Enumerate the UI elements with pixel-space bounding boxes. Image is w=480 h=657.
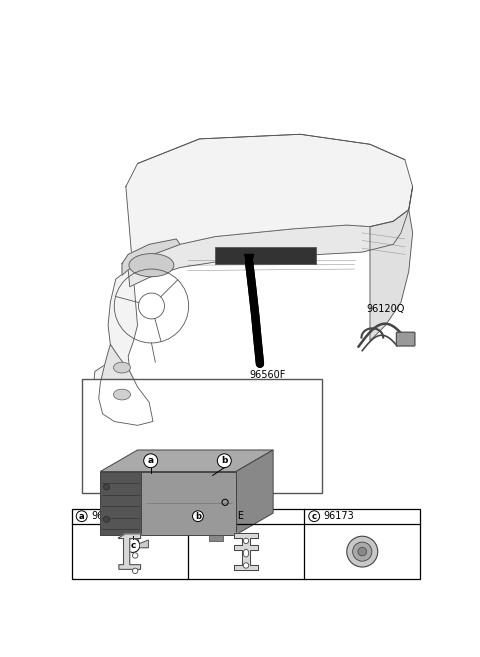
Text: 96155D: 96155D: [91, 511, 130, 521]
Circle shape: [132, 553, 138, 558]
Ellipse shape: [113, 362, 131, 373]
Circle shape: [347, 536, 378, 567]
Polygon shape: [234, 533, 258, 570]
Polygon shape: [128, 187, 413, 286]
Text: 96120Q: 96120Q: [366, 304, 405, 315]
Ellipse shape: [129, 254, 174, 277]
Polygon shape: [93, 134, 413, 425]
Polygon shape: [244, 254, 254, 270]
FancyBboxPatch shape: [100, 472, 236, 535]
Circle shape: [103, 516, 109, 522]
Circle shape: [358, 547, 367, 556]
Circle shape: [217, 454, 231, 468]
Polygon shape: [99, 344, 153, 425]
Text: c: c: [130, 541, 135, 550]
FancyBboxPatch shape: [396, 332, 415, 346]
Polygon shape: [122, 239, 180, 275]
Text: b: b: [221, 456, 228, 465]
Ellipse shape: [243, 549, 249, 557]
FancyBboxPatch shape: [123, 535, 137, 541]
Text: c: c: [312, 512, 317, 521]
Ellipse shape: [113, 389, 131, 400]
Text: 96155E: 96155E: [207, 511, 244, 521]
Text: 96560F: 96560F: [250, 370, 286, 380]
Circle shape: [192, 510, 204, 522]
FancyBboxPatch shape: [209, 535, 223, 541]
Polygon shape: [370, 210, 413, 340]
Circle shape: [76, 510, 87, 522]
Polygon shape: [119, 534, 141, 570]
Circle shape: [103, 484, 109, 490]
Circle shape: [309, 510, 320, 522]
Polygon shape: [100, 450, 273, 472]
Text: 96173: 96173: [324, 511, 354, 521]
Text: b: b: [195, 512, 201, 521]
Polygon shape: [236, 450, 273, 535]
Polygon shape: [141, 540, 148, 548]
FancyBboxPatch shape: [100, 472, 141, 535]
FancyBboxPatch shape: [72, 509, 420, 579]
Circle shape: [126, 539, 140, 553]
FancyBboxPatch shape: [215, 246, 316, 263]
Circle shape: [132, 568, 138, 574]
Text: 1018AD: 1018AD: [175, 497, 214, 507]
Text: a: a: [79, 512, 84, 521]
FancyBboxPatch shape: [82, 379, 322, 493]
Circle shape: [243, 563, 249, 568]
Circle shape: [353, 542, 372, 561]
Circle shape: [243, 538, 249, 543]
Text: a: a: [148, 456, 154, 465]
Circle shape: [144, 454, 157, 468]
